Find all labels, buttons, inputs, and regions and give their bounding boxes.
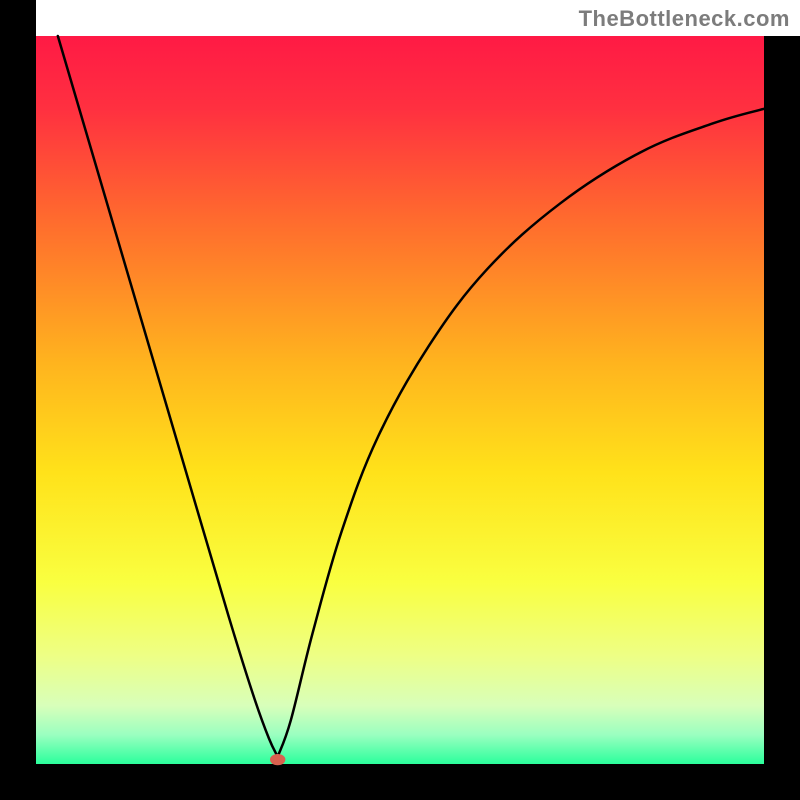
minimum-marker: [270, 754, 285, 765]
watermark-text: TheBottleneck.com: [579, 6, 790, 31]
plot-area: [36, 36, 764, 764]
watermark-bar: TheBottleneck.com: [36, 0, 800, 36]
plot-svg: [36, 36, 764, 764]
chart-frame: TheBottleneck.com: [0, 0, 800, 800]
